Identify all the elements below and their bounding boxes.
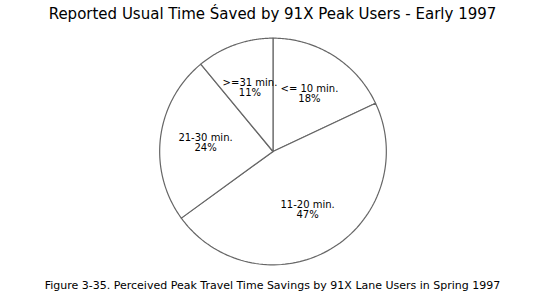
svg-text:11-20 min.47%: 11-20 min.47% [280, 199, 334, 220]
svg-text:21-30 min.24%: 21-30 min.24% [178, 132, 232, 153]
svg-text:>=31 min.11%: >=31 min.11% [223, 77, 278, 98]
html-text:Figure 3-35. Perceived Peak Tr: Figure 3-35. Perceived Peak Travel Time … [44, 279, 501, 292]
svg-text:<= 10 min.18%: <= 10 min.18% [280, 83, 338, 104]
html-text:Reported Usual Time Śaved by 9: Reported Usual Time Śaved by 91X Peak Us… [48, 5, 497, 23]
